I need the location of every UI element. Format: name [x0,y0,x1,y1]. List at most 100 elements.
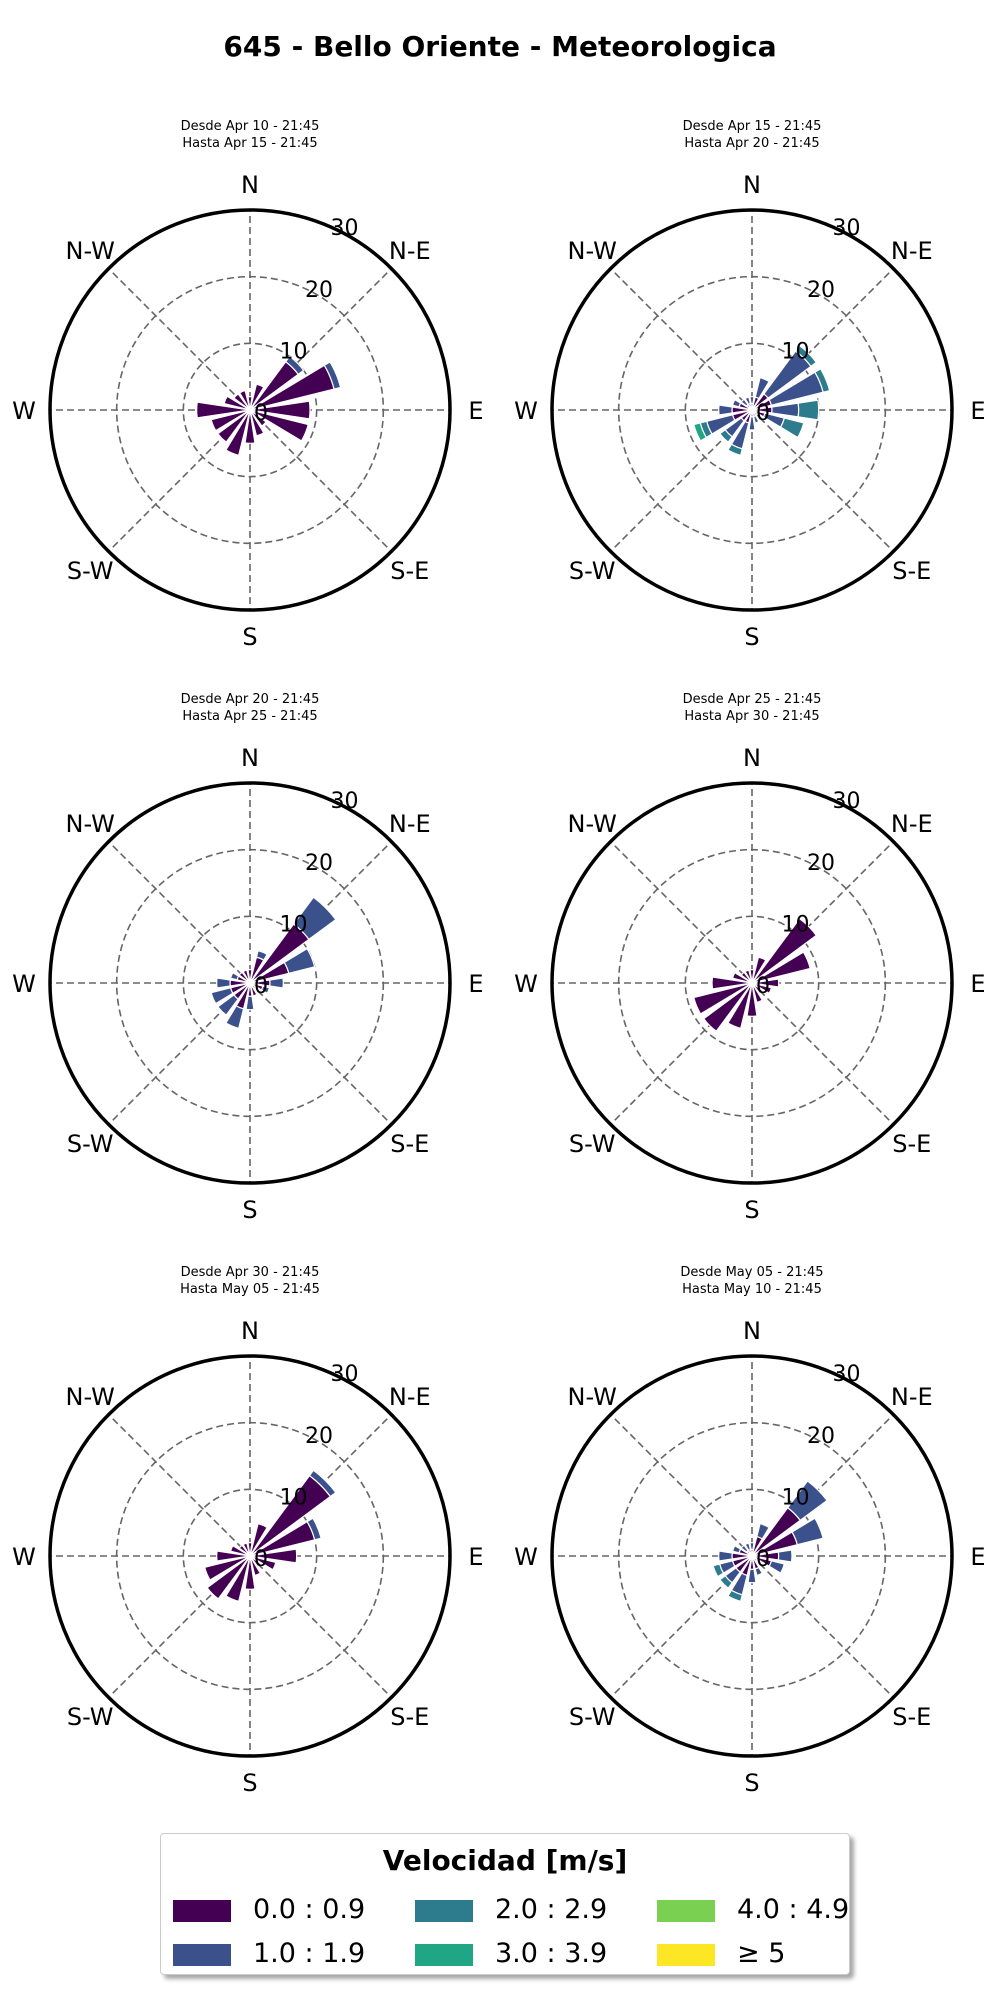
compass-label-S-W: S-W [67,1703,114,1731]
wedge-ESE-bin1 [768,1560,786,1574]
wedge-N-bin0 [247,1542,253,1557]
wedge-ESE-bin2 [779,417,805,439]
compass-label-S: S [744,1196,759,1224]
wind-rose-2: Desde Apr 15 - 21:45 Hasta Apr 20 - 21:45… [514,119,985,651]
wedge-NNW-bin1 [744,396,752,406]
compass-label-N: N [743,1317,761,1345]
wedge-NW-bin0 [740,971,753,984]
wedge-SW-bin2 [719,428,734,443]
wedge-NNE-bin1 [756,1522,770,1540]
wedge-W-bin0 [196,401,251,419]
compass-label-N: N [241,1317,259,1345]
wedge-NNW-bin0 [242,969,251,984]
wedge-NE-bin1 [292,896,337,941]
wedge-ENE-bin1 [306,1517,322,1541]
compass-label-N-E: N-E [389,237,431,265]
wedge-E-bin0 [249,1548,298,1564]
compass-label-W: W [12,397,36,425]
wedge-NNE-bin1 [255,949,268,961]
compass-label-S-W: S-W [67,557,114,585]
radial-tick-label: 30 [833,789,861,814]
wedge-SSW-bin1 [225,1005,245,1030]
compass-label-E: E [468,397,483,425]
compass-label-S-E: S-E [892,1130,931,1158]
wedge-NE-bin1 [786,1480,828,1522]
wedge-NNE-bin0 [751,956,767,984]
compass-label-S-E: S-E [390,1130,429,1158]
wedge-NNE-bin1 [754,376,770,400]
angular-grid-line [751,409,894,552]
wedge-SE-bin0 [249,1555,262,1568]
radial-tick-label: 20 [305,1424,333,1449]
compass-label-W: W [514,397,538,425]
angular-grid-line [108,1414,251,1557]
wedge-WSW-bin2 [712,1563,725,1578]
wedge-SW-bin0 [206,1555,251,1600]
legend-swatch-4 [657,1900,715,1922]
compass-label-N: N [241,171,259,199]
wedge-NNW-bin0 [744,969,753,984]
legend-label-3: 3.0 : 3.9 [495,1938,608,1969]
subtitle-from: Desde May 05 - 21:45 [680,1265,823,1280]
wedge-SSE-bin1 [754,1566,764,1577]
compass-label-E: E [468,1543,483,1571]
angular-grid-line [249,982,392,1125]
wedge-ENE-bin1 [791,1517,824,1546]
wind-rose-1: Desde Apr 10 - 21:45 Hasta Apr 15 - 21:45… [12,119,483,651]
compass-label-S: S [242,623,257,651]
compass-label-S-W: S-W [569,557,616,585]
subtitle-from: Desde Apr 30 - 21:45 [181,1265,320,1280]
wedge-ESE-bin0 [249,1555,277,1571]
radial-tick-label: 10 [280,1485,308,1510]
wedge-SW-bin2 [719,1574,734,1589]
legend-title: Velocidad [m/s] [382,1844,628,1877]
wedge-SSE-bin0 [249,1555,262,1577]
wedge-WSW-bin0 [203,1555,251,1581]
compass-label-N-E: N-E [891,1383,933,1411]
compass-label-W: W [12,970,36,998]
wedge-ESE-bin0 [751,982,773,995]
subtitle-to: Hasta Apr 15 - 21:45 [182,136,317,151]
wedge-SSW-bin0 [225,409,251,457]
compass-label-N: N [743,744,761,772]
wedge-ENE-bin1 [323,361,342,390]
wedge-SSW-bin2 [727,1589,744,1603]
legend-label-1: 1.0 : 1.9 [253,1938,366,1969]
wedge-ESE-bin0 [249,409,309,442]
compass-label-S-E: S-E [892,557,931,585]
radial-tick-label: 30 [833,1362,861,1387]
legend-swatch-0 [173,1900,231,1922]
wind-rose-5: Desde Apr 30 - 21:45 Hasta May 05 - 21:45… [12,1265,483,1797]
legend-label-0: 0.0 : 0.9 [253,1894,366,1925]
radial-tick-label: 20 [305,278,333,303]
wedge-N-bin0 [247,969,253,984]
wedge-W-bin1 [718,404,733,416]
angular-grid-line [249,1555,392,1698]
wedge-SSE-bin0 [751,982,764,1004]
wedge-WNW-bin0 [229,1544,251,1557]
compass-label-S: S [242,1769,257,1797]
radial-tick-label: 30 [833,216,861,241]
wedge-WNW-bin0 [223,395,251,411]
compass-label-N-W: N-W [568,237,617,265]
radial-tick-label: 20 [807,1424,835,1449]
legend-label-5: ≥ 5 [737,1938,786,1969]
wedge-SSE-bin0 [249,982,258,997]
wedge-SSW-bin0 [727,982,753,1030]
wind-rose-6: Desde May 05 - 21:45 Hasta May 10 - 21:45… [514,1265,985,1797]
compass-label-N-W: N-W [66,810,115,838]
outer-circle [550,1354,954,1758]
wedge-WSW-bin0 [210,409,251,432]
compass-label-N-W: N-W [66,1383,115,1411]
legend-swatch-1 [173,1944,231,1966]
subtitle-to: Hasta May 05 - 21:45 [180,1282,320,1297]
radial-tick-label: 0 [254,401,268,426]
compass-label-S-E: S-E [390,557,429,585]
subtitle-to: Hasta May 10 - 21:45 [682,1282,822,1297]
radial-tick-label: 30 [331,216,359,241]
compass-label-N-W: N-W [568,1383,617,1411]
compass-label-N-E: N-E [389,1383,431,1411]
radial-tick-label: 10 [782,339,810,364]
outer-circle [550,208,954,612]
outer-circle [48,781,452,1185]
